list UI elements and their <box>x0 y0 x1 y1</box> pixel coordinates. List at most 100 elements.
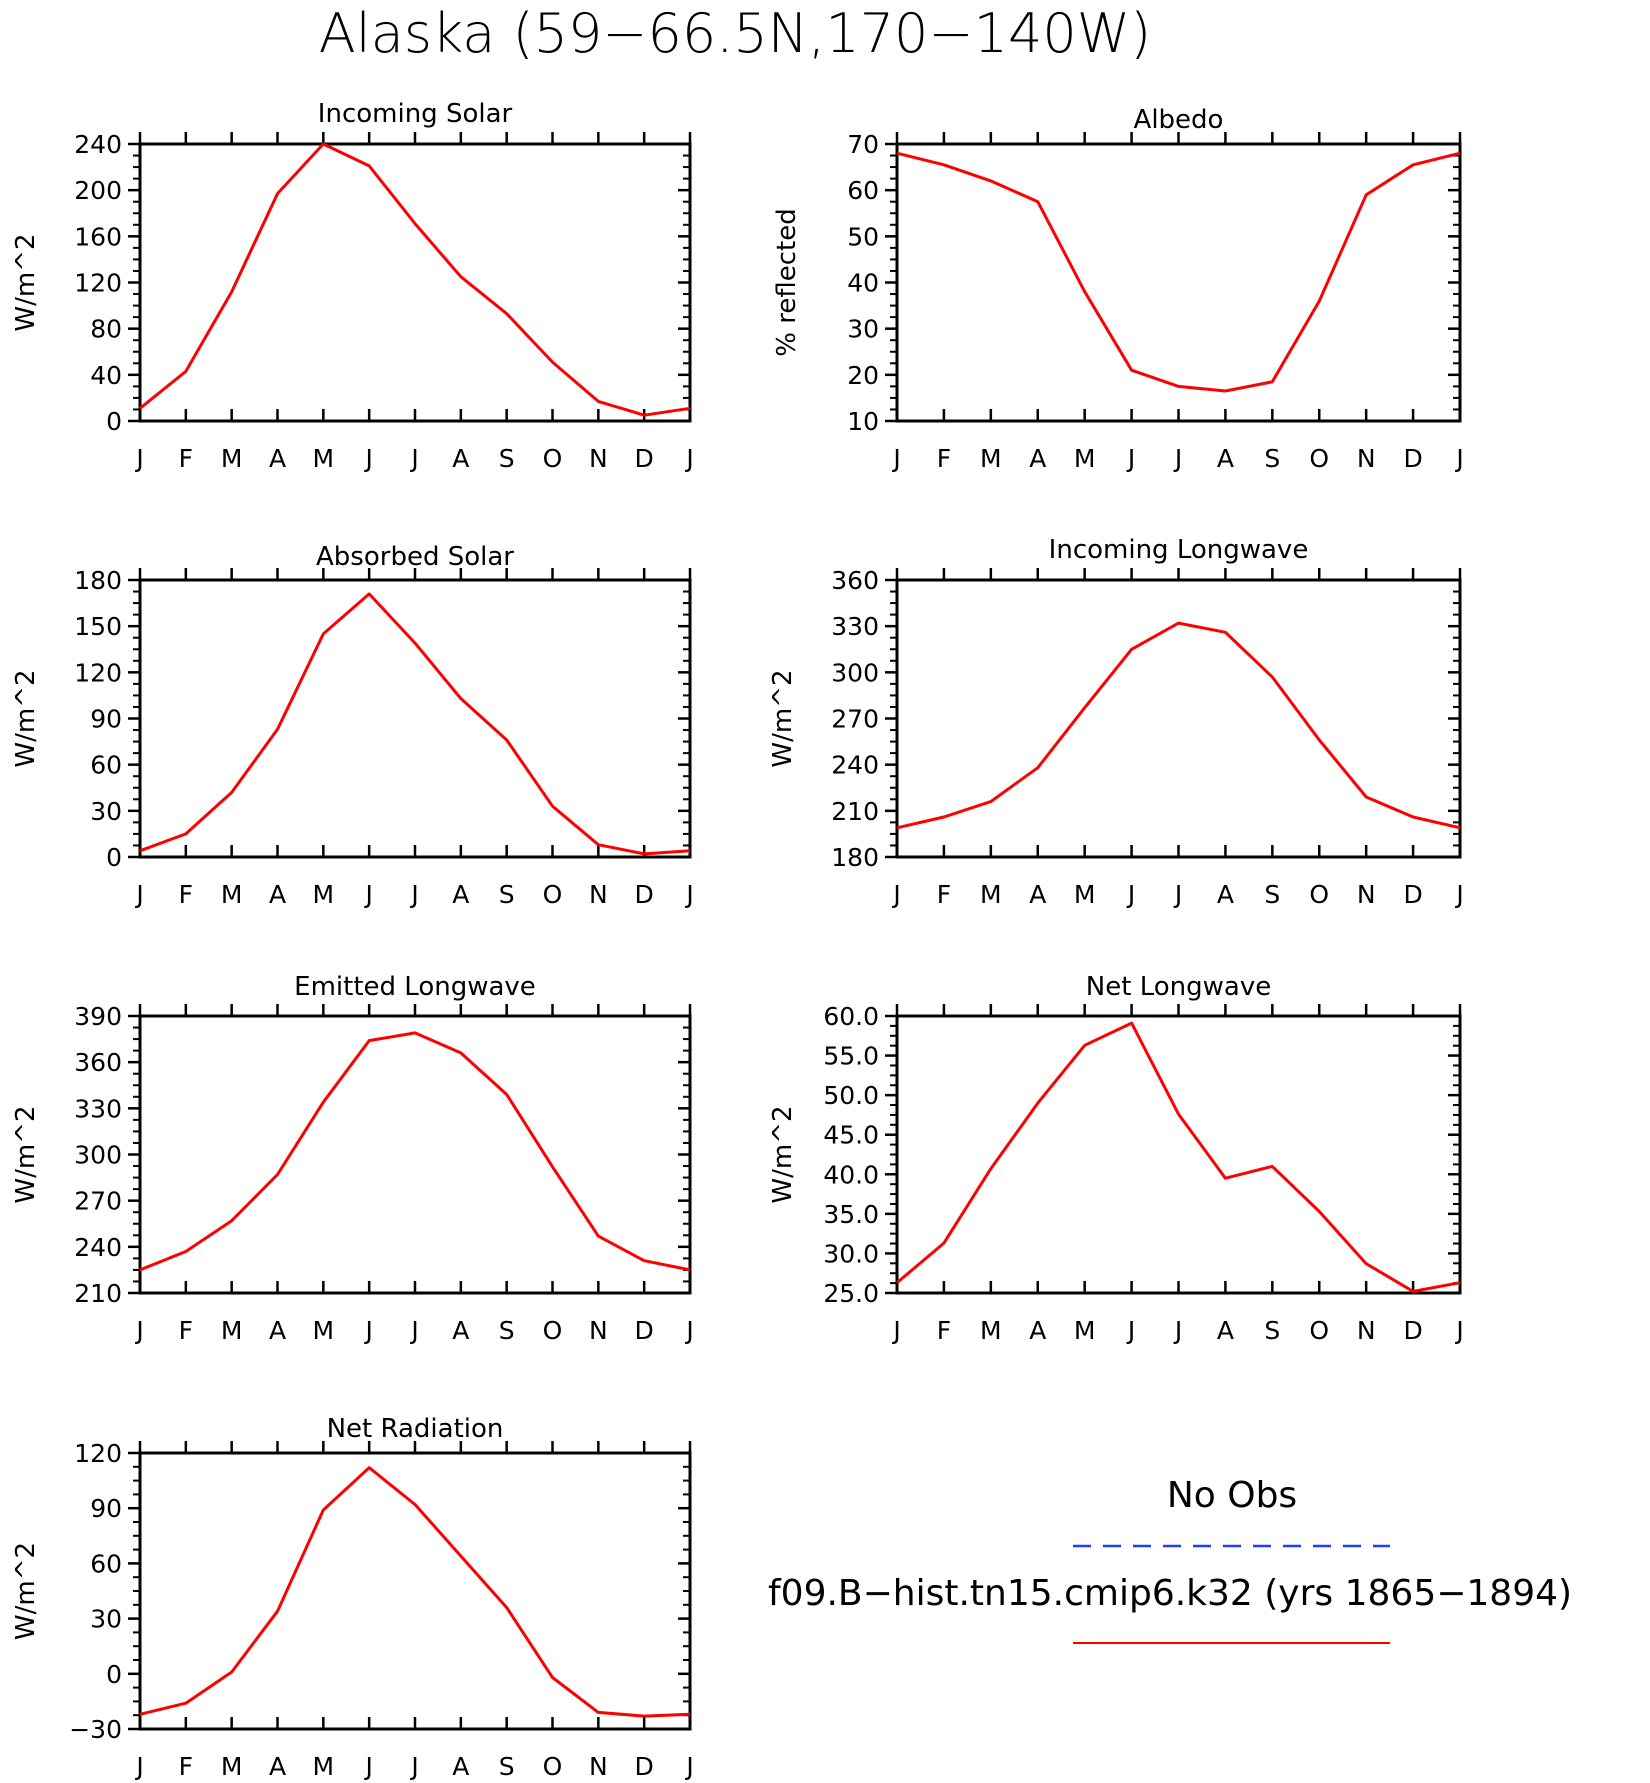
x-tick-label: J <box>409 1752 418 1781</box>
panel-title: Incoming Longwave <box>1049 535 1309 565</box>
x-tick-label: N <box>589 444 608 473</box>
x-tick-label: J <box>363 444 372 473</box>
y-tick-label: 50 <box>847 222 879 251</box>
x-tick-label: M <box>313 444 335 473</box>
y-tick-label: 35.0 <box>823 1200 879 1229</box>
x-tick-label: O <box>1309 1316 1329 1345</box>
x-tick-label: A <box>269 444 286 473</box>
x-tick-label: J <box>891 880 900 909</box>
y-axis-label: W/m^2 <box>11 1542 41 1640</box>
x-tick-label: N <box>589 1316 608 1345</box>
x-tick-label: J <box>1454 880 1463 909</box>
x-tick-label: N <box>1357 1316 1376 1345</box>
x-tick-label: F <box>937 1316 951 1345</box>
y-tick-label: 30.0 <box>823 1239 879 1268</box>
x-tick-label: A <box>1217 880 1234 909</box>
x-tick-label: D <box>635 1752 654 1781</box>
series-line <box>139 1031 691 1272</box>
x-tick-label: N <box>589 880 608 909</box>
x-tick-label: F <box>179 1316 193 1345</box>
y-tick-label: 180 <box>831 843 879 872</box>
x-tick-label: J <box>891 444 900 473</box>
x-tick-label: M <box>221 880 243 909</box>
y-tick-label: 330 <box>74 1094 122 1123</box>
y-tick-label: 30 <box>90 1605 122 1634</box>
x-tick-label: A <box>269 1316 286 1345</box>
x-tick-label: J <box>409 1316 418 1345</box>
x-tick-label: J <box>684 880 693 909</box>
x-tick-label: M <box>1074 1316 1096 1345</box>
plot-frame <box>895 1014 1462 1295</box>
x-tick-label: J <box>1173 444 1182 473</box>
x-tick-label: M <box>221 1752 243 1781</box>
y-tick-label: 270 <box>831 705 879 734</box>
x-tick-label: M <box>221 1316 243 1345</box>
x-tick-label: M <box>1074 444 1096 473</box>
y-axis-label: W/m^2 <box>11 1105 41 1203</box>
x-tick-label: O <box>1309 880 1329 909</box>
y-tick-label: 200 <box>74 176 122 205</box>
x-tick-label: J <box>134 444 143 473</box>
x-tick-label: M <box>980 880 1002 909</box>
series-line <box>896 151 1461 393</box>
y-tick-label: 120 <box>74 1439 122 1468</box>
x-tick-label: J <box>684 444 693 473</box>
panel-title: Absorbed Solar <box>316 542 514 572</box>
series-line <box>139 592 691 856</box>
y-axis-label: W/m^2 <box>768 1105 798 1203</box>
plot-frame <box>895 142 1462 423</box>
x-tick-label: D <box>1403 444 1422 473</box>
y-tick-label: 60 <box>90 1549 122 1578</box>
y-tick-label: 120 <box>74 658 122 687</box>
y-tick-label: 330 <box>831 612 879 641</box>
x-tick-label: J <box>363 1316 372 1345</box>
x-tick-label: J <box>684 1316 693 1345</box>
panel-title: Net Radiation <box>327 1414 504 1444</box>
y-tick-label: 40.0 <box>823 1160 879 1189</box>
x-tick-label: M <box>313 880 335 909</box>
x-tick-label: A <box>452 1752 469 1781</box>
x-tick-label: D <box>1403 880 1422 909</box>
plot-frame <box>138 1451 692 1731</box>
y-tick-label: 10 <box>847 407 879 436</box>
plot-frame <box>138 578 692 859</box>
y-tick-label: 270 <box>74 1187 122 1216</box>
y-tick-label: 45.0 <box>823 1121 879 1150</box>
y-axis-label: % reflected <box>772 208 802 356</box>
x-tick-label: N <box>589 1752 608 1781</box>
x-tick-label: J <box>363 1752 372 1781</box>
y-tick-label: 180 <box>74 566 122 595</box>
x-tick-label: J <box>1454 444 1463 473</box>
panel-title: Incoming Solar <box>318 99 513 129</box>
y-tick-label: −30 <box>69 1715 122 1744</box>
y-tick-label: 60 <box>90 751 122 780</box>
x-tick-label: N <box>1357 444 1376 473</box>
x-tick-label: J <box>134 1752 143 1781</box>
x-tick-label: S <box>1264 1316 1280 1345</box>
x-tick-label: A <box>1217 444 1234 473</box>
series-line <box>896 1021 1461 1293</box>
y-tick-label: 40 <box>90 361 122 390</box>
y-tick-label: 0 <box>106 407 122 436</box>
y-tick-label: 240 <box>831 751 879 780</box>
x-tick-label: M <box>221 444 243 473</box>
x-tick-label: J <box>1126 444 1135 473</box>
y-tick-label: 150 <box>74 612 122 641</box>
x-tick-label: N <box>1357 880 1376 909</box>
x-tick-label: M <box>313 1752 335 1781</box>
x-tick-label: M <box>313 1316 335 1345</box>
x-tick-label: S <box>499 880 515 909</box>
x-tick-label: S <box>1264 880 1280 909</box>
x-tick-label: J <box>134 1316 143 1345</box>
panel-title: Albedo <box>1134 105 1224 135</box>
x-tick-label: S <box>499 444 515 473</box>
x-tick-label: O <box>543 880 563 909</box>
y-tick-label: 360 <box>831 566 879 595</box>
y-tick-label: 80 <box>90 315 122 344</box>
x-tick-label: J <box>1454 1316 1463 1345</box>
